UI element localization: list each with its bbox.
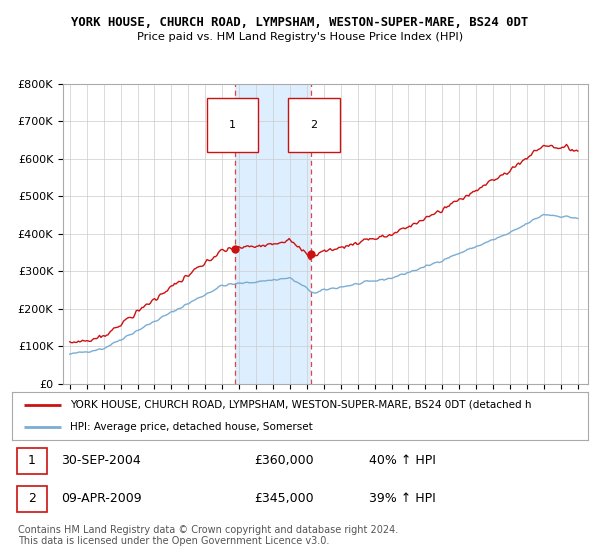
Text: 2: 2 xyxy=(28,492,35,505)
Text: £360,000: £360,000 xyxy=(254,454,314,468)
Text: This data is licensed under the Open Government Licence v3.0.: This data is licensed under the Open Gov… xyxy=(18,536,329,547)
Text: 09-APR-2009: 09-APR-2009 xyxy=(61,492,142,505)
Text: 30-SEP-2004: 30-SEP-2004 xyxy=(61,454,141,468)
FancyBboxPatch shape xyxy=(17,486,47,512)
Text: 1: 1 xyxy=(28,454,35,468)
Text: Contains HM Land Registry data © Crown copyright and database right 2024.: Contains HM Land Registry data © Crown c… xyxy=(18,525,398,535)
Text: 2: 2 xyxy=(310,120,317,130)
Text: 40% ↑ HPI: 40% ↑ HPI xyxy=(369,454,436,468)
Text: HPI: Average price, detached house, Somerset: HPI: Average price, detached house, Some… xyxy=(70,422,313,432)
FancyBboxPatch shape xyxy=(17,449,47,474)
Text: £345,000: £345,000 xyxy=(254,492,314,505)
Text: 39% ↑ HPI: 39% ↑ HPI xyxy=(369,492,436,505)
Text: Price paid vs. HM Land Registry's House Price Index (HPI): Price paid vs. HM Land Registry's House … xyxy=(137,32,463,43)
Text: YORK HOUSE, CHURCH ROAD, LYMPSHAM, WESTON-SUPER-MARE, BS24 0DT: YORK HOUSE, CHURCH ROAD, LYMPSHAM, WESTO… xyxy=(71,16,529,29)
Text: 1: 1 xyxy=(229,120,236,130)
Bar xyxy=(235,84,311,384)
Text: YORK HOUSE, CHURCH ROAD, LYMPSHAM, WESTON-SUPER-MARE, BS24 0DT (detached h: YORK HOUSE, CHURCH ROAD, LYMPSHAM, WESTO… xyxy=(70,400,531,410)
